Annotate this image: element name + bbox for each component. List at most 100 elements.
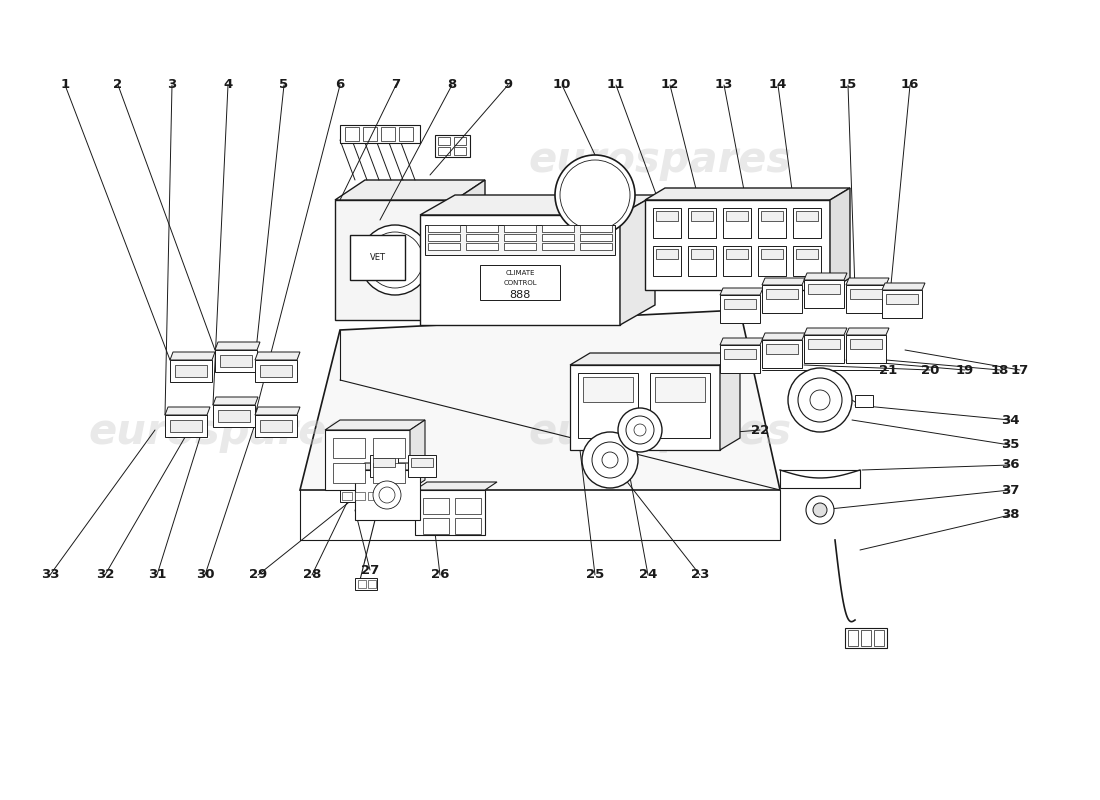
Bar (580, 243, 612, 250)
Bar (724, 299, 756, 309)
Bar (688, 246, 716, 276)
Bar (850, 289, 882, 299)
Bar (761, 211, 783, 221)
Text: 2: 2 (113, 78, 122, 91)
Bar (260, 420, 292, 432)
Circle shape (806, 496, 834, 524)
Polygon shape (214, 342, 260, 350)
Bar (480, 265, 560, 300)
Bar (170, 360, 212, 382)
Bar (796, 249, 818, 259)
Bar (165, 415, 207, 437)
Bar (723, 208, 751, 238)
Text: 38: 38 (1001, 509, 1020, 522)
Bar (758, 208, 786, 238)
Bar (255, 360, 297, 382)
Polygon shape (415, 482, 497, 490)
Circle shape (592, 442, 628, 478)
Polygon shape (846, 328, 889, 335)
Bar (466, 234, 498, 241)
Bar (720, 295, 760, 323)
Circle shape (556, 155, 635, 235)
Bar (358, 580, 366, 588)
Text: 4: 4 (223, 78, 232, 91)
Polygon shape (170, 352, 214, 360)
Bar (408, 455, 436, 477)
Bar (688, 208, 716, 238)
Polygon shape (355, 463, 430, 470)
Bar (454, 147, 466, 155)
Circle shape (810, 390, 830, 410)
Bar (886, 294, 918, 304)
Bar (762, 285, 802, 313)
Bar (762, 340, 802, 368)
Bar (653, 208, 681, 238)
Text: 19: 19 (956, 363, 975, 377)
Bar (214, 350, 257, 372)
Text: 21: 21 (879, 363, 898, 377)
Text: CLIMATE: CLIMATE (505, 270, 535, 276)
Text: 8: 8 (448, 78, 456, 91)
Polygon shape (213, 397, 258, 405)
Bar (333, 463, 365, 483)
Circle shape (360, 225, 430, 295)
Bar (766, 344, 797, 354)
Bar (758, 246, 786, 276)
Bar (428, 234, 460, 241)
Bar (466, 225, 498, 232)
Bar (428, 225, 460, 232)
Text: 31: 31 (147, 569, 166, 582)
Bar (381, 492, 390, 500)
Text: 29: 29 (249, 569, 267, 582)
Text: 12: 12 (661, 78, 679, 91)
Polygon shape (830, 188, 850, 290)
Polygon shape (720, 338, 763, 345)
Bar (656, 249, 678, 259)
Polygon shape (804, 273, 847, 280)
Text: 32: 32 (96, 569, 114, 582)
Bar (260, 365, 292, 377)
Text: 25: 25 (586, 569, 604, 582)
Bar (724, 349, 756, 359)
Text: 37: 37 (1001, 483, 1020, 497)
Polygon shape (846, 278, 889, 285)
Bar (761, 249, 783, 259)
Bar (220, 355, 252, 367)
Bar (504, 234, 536, 241)
Text: 27: 27 (361, 563, 379, 577)
Text: 7: 7 (392, 78, 400, 91)
Circle shape (788, 368, 853, 432)
Bar (874, 630, 884, 646)
Polygon shape (804, 328, 847, 335)
Text: 34: 34 (1001, 414, 1020, 426)
Bar (766, 289, 797, 299)
Bar (653, 246, 681, 276)
Circle shape (367, 232, 424, 288)
Bar (424, 498, 449, 514)
Polygon shape (324, 420, 425, 430)
Text: 23: 23 (691, 569, 710, 582)
Polygon shape (720, 288, 763, 295)
Bar (373, 463, 405, 483)
Bar (415, 490, 485, 535)
Circle shape (634, 424, 646, 436)
Bar (645, 200, 830, 290)
Bar (420, 215, 620, 325)
Bar (438, 147, 450, 155)
Circle shape (582, 432, 638, 488)
Polygon shape (255, 352, 300, 360)
Bar (542, 243, 574, 250)
Text: 28: 28 (302, 569, 321, 582)
Circle shape (379, 487, 395, 503)
Text: 17: 17 (1011, 363, 1030, 377)
Polygon shape (165, 407, 210, 415)
Bar (808, 284, 840, 294)
Bar (504, 243, 536, 250)
Bar (373, 438, 405, 458)
Bar (428, 243, 460, 250)
Text: 1: 1 (60, 78, 69, 91)
Polygon shape (455, 180, 485, 320)
Polygon shape (336, 180, 485, 200)
Bar (542, 225, 574, 232)
Polygon shape (255, 407, 300, 415)
